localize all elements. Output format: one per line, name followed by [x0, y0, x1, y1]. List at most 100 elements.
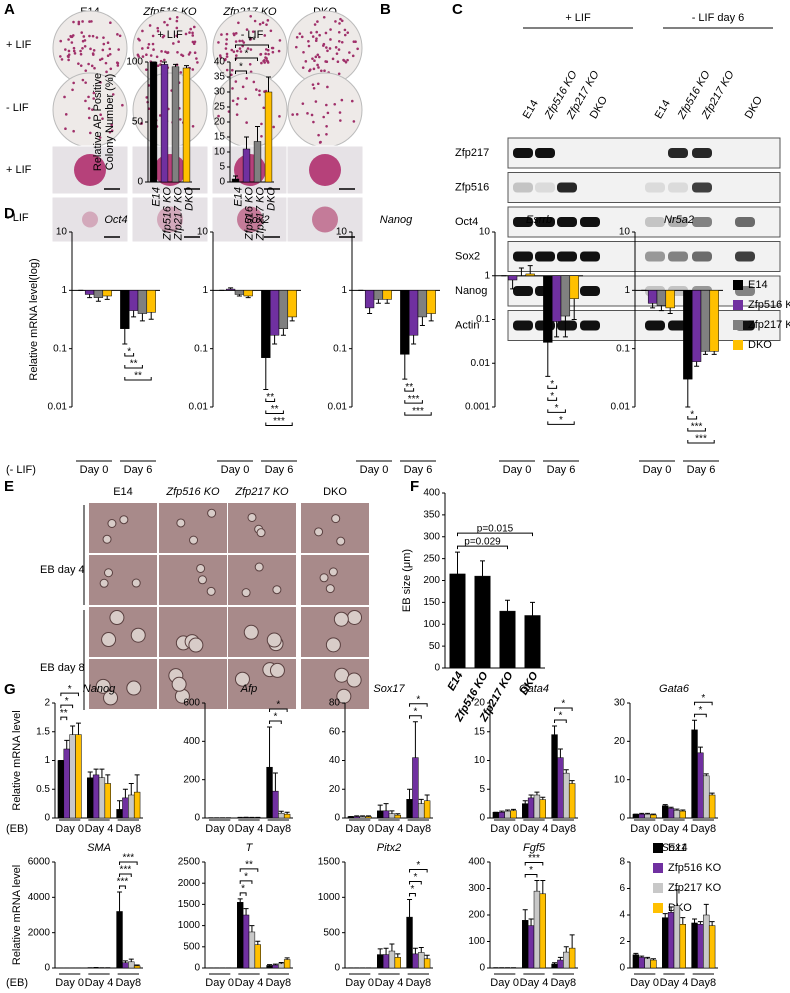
- significance-bracket: [547, 409, 566, 413]
- blot-row-label: Zfp217: [455, 147, 489, 159]
- significance-label: p=0.015: [477, 524, 514, 535]
- colony: [258, 89, 261, 93]
- significance-bracket: [124, 365, 143, 369]
- colony: [249, 37, 253, 40]
- row-label: + LIF: [6, 39, 32, 51]
- colony: [84, 69, 88, 72]
- bar: [679, 810, 686, 819]
- colony: [230, 48, 234, 52]
- y-tick-label: 10: [479, 227, 491, 238]
- y-tick-label: 30: [614, 698, 626, 709]
- bar: [418, 803, 425, 819]
- colony: [314, 39, 318, 43]
- legend-swatch: [733, 280, 743, 290]
- error-bar: [128, 958, 134, 962]
- y-tick-label: 80: [329, 698, 341, 709]
- colony: [302, 50, 305, 54]
- error-bar: [272, 963, 278, 966]
- colony: [234, 80, 238, 83]
- colony: [141, 55, 145, 58]
- panel-letter: A: [4, 1, 15, 18]
- colony: [325, 132, 328, 136]
- y-tick-label: 60: [329, 726, 341, 737]
- dish: [287, 72, 363, 148]
- colony: [106, 54, 110, 58]
- colony: [311, 83, 315, 86]
- colony: [225, 42, 228, 46]
- embryoid-body: [207, 508, 217, 518]
- error-bar: [99, 768, 105, 778]
- colony: [151, 42, 155, 46]
- error-bar: [162, 61, 167, 65]
- embryoid-body: [347, 609, 363, 625]
- significance-bracket: [409, 703, 428, 707]
- error-bar: [557, 748, 563, 758]
- embryoid-body: [206, 586, 216, 596]
- colony: [136, 53, 140, 57]
- bar: [673, 810, 681, 819]
- colony: [177, 40, 180, 44]
- bar: [388, 813, 396, 819]
- colony: [326, 111, 330, 115]
- bar: [510, 810, 517, 819]
- colony: [74, 154, 106, 186]
- significance-bracket: [547, 385, 558, 389]
- colony: [241, 85, 245, 89]
- colony: [90, 64, 94, 68]
- colony: [70, 41, 74, 44]
- legend-swatch: [653, 903, 663, 913]
- colony: [191, 68, 195, 71]
- error-bar: [505, 809, 511, 812]
- band: [535, 251, 555, 262]
- band: [535, 148, 555, 158]
- bar: [283, 813, 291, 819]
- colony: [110, 123, 114, 127]
- colony: [88, 34, 91, 38]
- error-bar: [633, 952, 639, 955]
- error-bar: [697, 921, 703, 925]
- y-tick-label: 1: [341, 285, 347, 296]
- significance-label: *: [690, 410, 694, 421]
- significance-label: **: [60, 708, 68, 719]
- colony: [248, 62, 252, 66]
- error-bar: [389, 810, 395, 814]
- y-tick-label: 0.01: [611, 402, 631, 413]
- colony: [340, 98, 344, 102]
- micrograph: [159, 555, 227, 605]
- blot-row-label: Zfp516: [455, 181, 489, 193]
- x-tick-label: Day 0: [630, 823, 659, 835]
- y-tick-label: 20: [329, 784, 341, 795]
- colony: [339, 17, 342, 21]
- legend-label: DKO: [748, 339, 772, 351]
- significance-bracket: [547, 421, 575, 425]
- x-axis-label: (EB): [6, 977, 28, 989]
- colony: [91, 108, 94, 111]
- embryoid-body: [319, 573, 329, 583]
- y-tick-label: 10: [474, 755, 486, 766]
- legend-swatch: [653, 883, 663, 893]
- significance-label: **: [130, 359, 138, 370]
- colony: [191, 40, 195, 44]
- colony: [72, 49, 76, 53]
- error-bar: [562, 316, 568, 338]
- colony: [245, 28, 249, 31]
- y-tick-label: 10: [214, 147, 226, 158]
- bar: [650, 959, 657, 969]
- colony: [91, 34, 95, 38]
- significance-label: **: [271, 404, 279, 415]
- colony: [145, 96, 149, 99]
- colony: [72, 81, 75, 85]
- bar: [568, 947, 576, 969]
- significance-label: *: [276, 700, 280, 711]
- bar: [75, 734, 82, 819]
- bar: [104, 783, 111, 819]
- bar: [665, 290, 675, 309]
- embryoid-body: [197, 575, 207, 585]
- error-bar: [411, 335, 417, 345]
- colony: [272, 125, 275, 129]
- significance-label: **: [248, 36, 256, 47]
- error-bar: [377, 948, 383, 955]
- colony: [80, 31, 84, 34]
- colony: [335, 52, 339, 55]
